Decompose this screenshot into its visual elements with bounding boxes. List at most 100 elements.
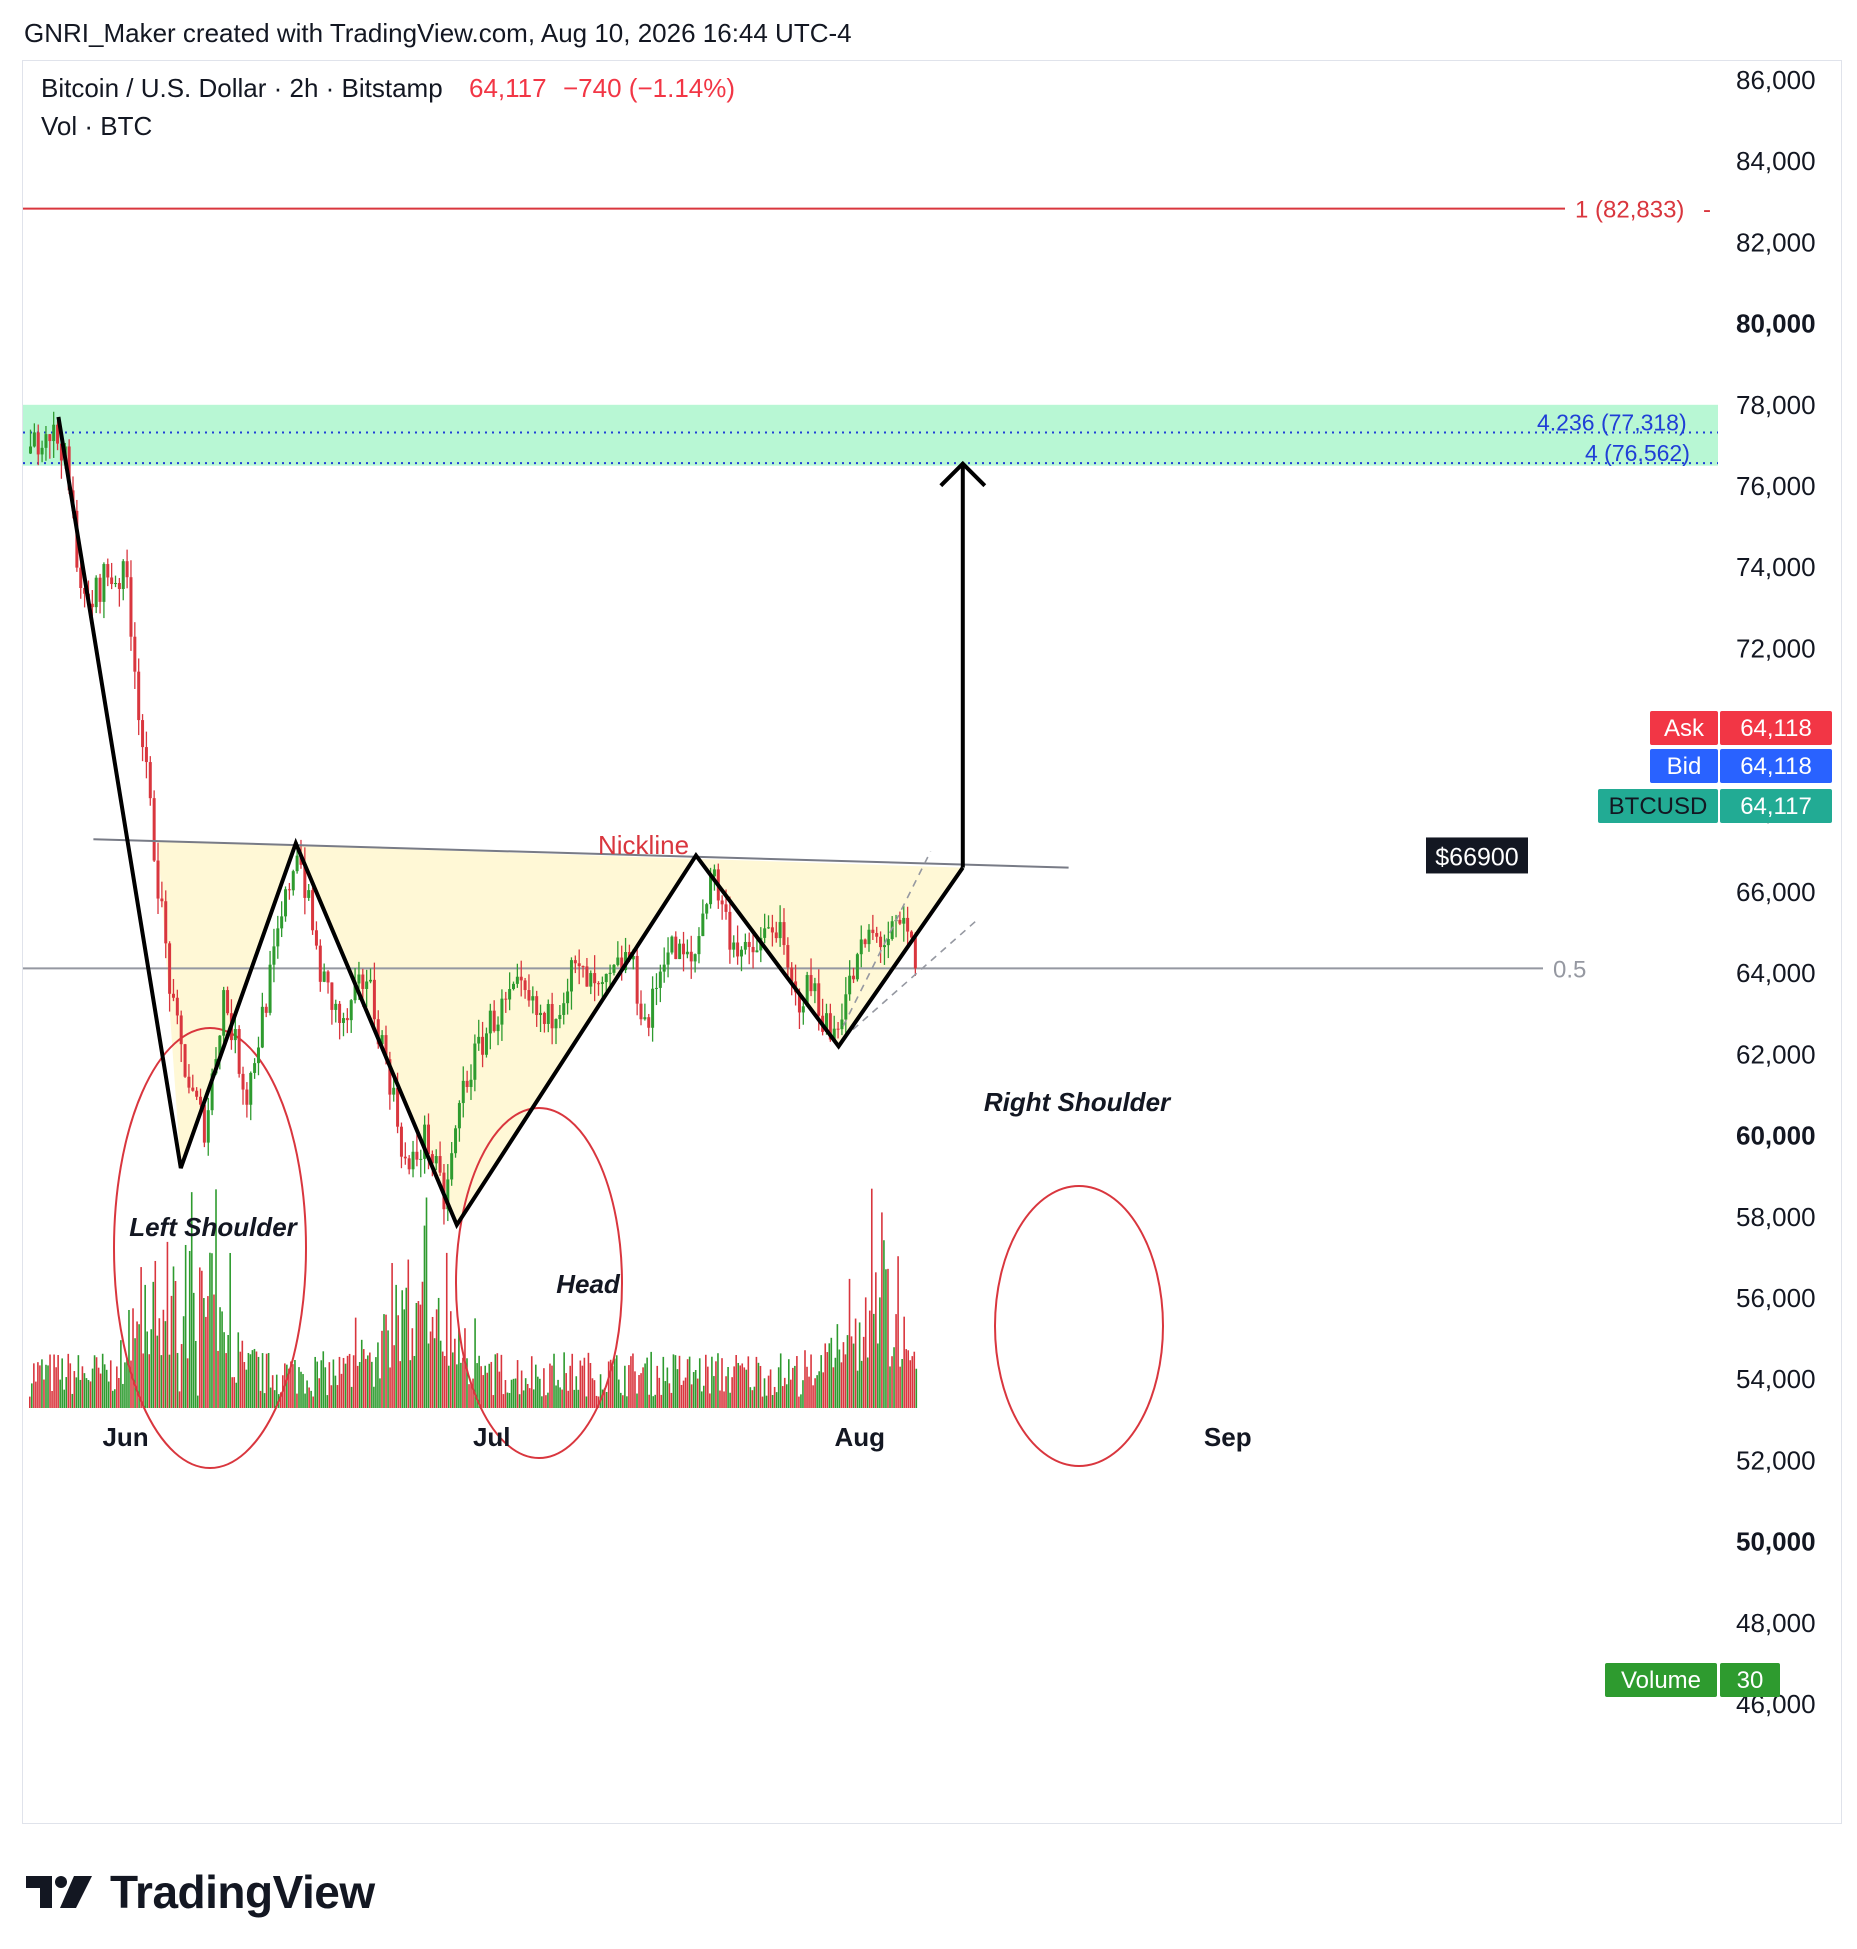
- volume-bar: [219, 1307, 221, 1408]
- volume-bar: [484, 1365, 486, 1408]
- volume-bar: [302, 1374, 304, 1408]
- volume-bar: [235, 1382, 238, 1408]
- volume-bar: [405, 1287, 408, 1408]
- candle-body: [311, 890, 315, 931]
- candle-body: [608, 972, 612, 974]
- candle-body: [651, 988, 655, 1028]
- neckline-label: Nickline: [598, 830, 689, 860]
- volume-bar: [243, 1361, 246, 1408]
- candle-body: [689, 951, 693, 962]
- volume-bar: [381, 1330, 383, 1408]
- target-arrow-head: [939, 460, 987, 488]
- volume-bar: [111, 1390, 114, 1408]
- volume-bar: [251, 1350, 254, 1408]
- candle-body: [855, 954, 859, 980]
- right-shoulder-label: Right Shoulder: [984, 1087, 1172, 1117]
- volume-bar: [652, 1396, 654, 1408]
- volume-bar: [393, 1345, 395, 1408]
- candle-body: [210, 1073, 214, 1111]
- volume-bar: [437, 1297, 440, 1408]
- legend-price: 64,117: [469, 73, 547, 103]
- volume-bar: [310, 1390, 312, 1408]
- volume-bar: [241, 1340, 244, 1408]
- y-axis-tick-label: 62,000: [1736, 1039, 1816, 1069]
- volume-bar: [304, 1393, 306, 1408]
- candle-body: [376, 1019, 380, 1045]
- volume-bar: [389, 1367, 391, 1408]
- logo-text: TradingView: [110, 1866, 375, 1918]
- volume-bar: [858, 1322, 861, 1408]
- volume-bar: [537, 1376, 539, 1408]
- volume-bar: [308, 1387, 310, 1408]
- volume-bar: [577, 1389, 580, 1408]
- candle-body: [662, 964, 666, 972]
- volume-bar: [707, 1366, 709, 1408]
- volume-bar: [690, 1384, 693, 1408]
- volume-bar: [460, 1362, 462, 1408]
- volume-bar: [846, 1335, 849, 1408]
- volume-bar: [397, 1315, 399, 1408]
- volume-bar: [144, 1284, 146, 1408]
- candle-body: [160, 898, 164, 902]
- volume-bar: [401, 1290, 404, 1408]
- candle-body: [909, 931, 913, 938]
- price-chart[interactable]: 1 (82,833) - 4.236 (77,318) 4 (76,562) 0.5 N…: [23, 61, 1841, 1823]
- head-label: Head: [556, 1269, 621, 1299]
- candle-body: [797, 992, 801, 1013]
- volume-highlight-circle: [113, 1027, 307, 1469]
- volume-badge-bg: [1605, 1663, 1717, 1697]
- volume-bar: [589, 1363, 592, 1408]
- volume-bar: [731, 1377, 733, 1408]
- volume-bar: [670, 1392, 673, 1408]
- candle-body: [809, 975, 813, 992]
- volume-bar: [644, 1363, 646, 1408]
- tradingview-logo[interactable]: TradingView: [26, 1862, 375, 1922]
- volume-bar: [638, 1375, 640, 1408]
- volume-bar: [496, 1353, 499, 1408]
- volume-bar: [146, 1331, 148, 1408]
- volume-bar: [700, 1391, 703, 1408]
- volume-highlight-circle: [994, 1185, 1164, 1467]
- volume-bar: [182, 1316, 185, 1408]
- candle-body: [164, 901, 168, 944]
- volume-bar: [498, 1371, 501, 1408]
- volume-bar: [763, 1378, 766, 1408]
- candle-body: [434, 1156, 438, 1164]
- volume-bar: [81, 1366, 84, 1408]
- volume-bar: [684, 1377, 687, 1408]
- volume-bar: [873, 1313, 875, 1408]
- volume-bar: [502, 1394, 505, 1408]
- volume-bar: [735, 1355, 737, 1408]
- candle-body: [913, 937, 917, 969]
- pattern-fill: [157, 841, 963, 1225]
- volume-bar: [356, 1365, 359, 1408]
- volume-bar: [561, 1389, 563, 1408]
- volume-bar: [239, 1351, 242, 1408]
- y-axis-tick-label: 78,000: [1736, 390, 1816, 420]
- candle-body: [260, 1006, 264, 1048]
- volume-bar: [249, 1354, 252, 1408]
- volume-bar: [43, 1379, 45, 1408]
- fib-label-blue: 4.236 (77,318): [1537, 409, 1687, 435]
- candle-body: [253, 1063, 257, 1073]
- candle-body: [280, 916, 284, 929]
- volume-bar: [454, 1338, 456, 1408]
- left-shoulder-label: Left Shoulder: [129, 1212, 298, 1242]
- volume-bar: [41, 1359, 43, 1408]
- volume-bar: [166, 1241, 169, 1408]
- volume-bar: [439, 1340, 442, 1408]
- volume-bar: [468, 1384, 470, 1408]
- volume-bar: [615, 1355, 618, 1408]
- volume-bar: [895, 1314, 897, 1408]
- volume-bar: [37, 1362, 39, 1408]
- candle-body: [450, 1153, 454, 1180]
- volume-bar: [142, 1353, 144, 1408]
- volume-bar: [650, 1351, 652, 1408]
- volume-bar: [73, 1371, 76, 1408]
- fib-label-0-5: 0.5: [1553, 956, 1586, 983]
- candle-body: [879, 936, 883, 948]
- volume-bar: [482, 1375, 484, 1408]
- volume-bar: [263, 1393, 266, 1408]
- candle-body: [222, 990, 226, 1036]
- candle-body: [504, 998, 508, 1000]
